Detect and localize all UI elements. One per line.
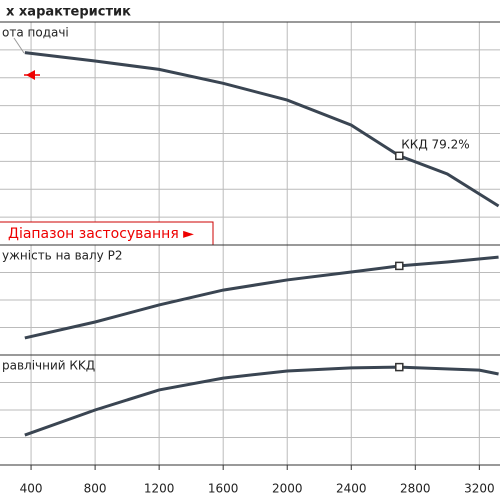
- x-tick-label: 2800: [400, 482, 431, 496]
- x-tick-label: 1600: [208, 482, 239, 496]
- x-tick-label: 400: [20, 482, 43, 496]
- curve: [24, 365, 499, 437]
- x-tick-label: 1200: [144, 482, 175, 496]
- range-arrow: [26, 70, 35, 80]
- curve: [24, 255, 499, 340]
- x-tick-label: 2000: [272, 482, 303, 496]
- range-label: Діапазон застосування ►: [8, 226, 194, 242]
- panel-label: ота подачі: [2, 26, 69, 40]
- operating-point: [395, 151, 404, 161]
- x-tick-label: 3200: [464, 482, 495, 496]
- chart-title: х характеристик: [6, 5, 131, 20]
- leader: [13, 37, 25, 54]
- operating-point: [395, 362, 404, 372]
- panel-label: равлічний КKД: [2, 359, 95, 373]
- x-tick-label: 800: [84, 482, 107, 496]
- x-tick-label: 2400: [336, 482, 367, 496]
- annotation: ККД 79.2%: [401, 137, 469, 151]
- panel-label: ужність на валу P2: [2, 249, 122, 263]
- operating-point: [395, 261, 404, 271]
- curve: [24, 51, 500, 208]
